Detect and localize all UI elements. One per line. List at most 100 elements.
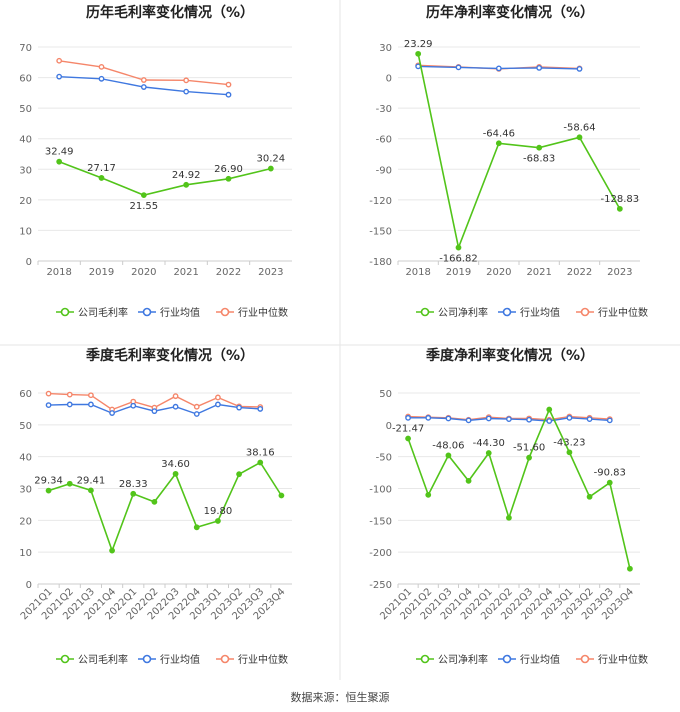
legend-label: 公司净利率 <box>438 306 488 319</box>
legend-item-company[interactable]: 公司净利率 <box>416 306 488 319</box>
data-point-company[interactable] <box>193 524 200 531</box>
data-point-industry-avg[interactable] <box>485 415 492 422</box>
legend-item-industry-median[interactable]: 行业中位数 <box>216 306 288 319</box>
data-point-industry-avg[interactable] <box>140 84 147 90</box>
data-point-company[interactable] <box>616 205 623 212</box>
data-label: 30.24 <box>257 154 286 165</box>
data-point-company[interactable] <box>172 470 179 477</box>
data-point-industry-avg[interactable] <box>526 416 532 423</box>
data-point-industry-avg[interactable] <box>586 416 593 423</box>
data-point-company[interactable] <box>526 454 532 461</box>
data-point-industry-median[interactable] <box>45 390 52 397</box>
data-point-company[interactable] <box>415 50 422 57</box>
data-point-company[interactable] <box>98 175 105 181</box>
legend-item-industry-median[interactable]: 行业中位数 <box>576 653 648 666</box>
data-point-industry-avg[interactable] <box>465 417 472 424</box>
data-point-industry-median[interactable] <box>225 81 232 88</box>
data-point-company[interactable] <box>576 134 583 141</box>
data-point-industry-median[interactable] <box>183 77 190 84</box>
data-point-industry-avg[interactable] <box>193 411 200 417</box>
legend-item-industry-avg[interactable]: 行业均值 <box>498 306 560 319</box>
data-point-company[interactable] <box>88 487 94 494</box>
data-point-company[interactable] <box>455 244 462 251</box>
data-point-company[interactable] <box>236 471 242 478</box>
data-point-company[interactable] <box>445 452 452 459</box>
data-point-company[interactable] <box>495 140 502 147</box>
data-label: 19.80 <box>204 506 233 517</box>
data-point-company[interactable] <box>140 192 147 199</box>
data-point-industry-median[interactable] <box>66 391 73 398</box>
data-point-industry-avg[interactable] <box>606 417 613 424</box>
data-point-industry-avg[interactable] <box>130 402 137 409</box>
data-point-company[interactable] <box>566 449 573 456</box>
legend-label: 公司毛利率 <box>78 653 128 666</box>
data-point-industry-avg[interactable] <box>88 401 94 408</box>
data-point-industry-avg[interactable] <box>566 414 573 421</box>
legend-item-industry-avg[interactable]: 行业均值 <box>498 653 560 666</box>
data-point-industry-median[interactable] <box>88 392 94 399</box>
data-point-industry-avg[interactable] <box>405 414 411 421</box>
data-point-industry-median[interactable] <box>215 394 221 401</box>
data-point-industry-avg[interactable] <box>546 418 553 424</box>
data-point-company[interactable] <box>506 514 512 521</box>
data-point-company[interactable] <box>151 498 158 505</box>
data-point-industry-avg[interactable] <box>506 416 512 423</box>
data-point-industry-avg[interactable] <box>536 64 543 71</box>
data-point-company[interactable] <box>606 479 613 486</box>
data-point-industry-median[interactable] <box>172 393 179 400</box>
data-point-company[interactable] <box>225 175 232 182</box>
data-point-industry-avg[interactable] <box>172 403 179 410</box>
data-point-industry-avg[interactable] <box>215 401 221 408</box>
legend-item-industry-avg[interactable]: 行业均值 <box>138 653 200 666</box>
legend-item-industry-median[interactable]: 行业中位数 <box>576 306 648 319</box>
data-point-industry-median[interactable] <box>98 63 105 70</box>
data-point-industry-avg[interactable] <box>236 404 242 411</box>
data-point-industry-avg[interactable] <box>183 88 190 95</box>
legend-item-industry-median[interactable]: 行业中位数 <box>216 653 288 666</box>
data-point-industry-avg[interactable] <box>56 73 63 80</box>
data-point-company[interactable] <box>267 165 274 172</box>
data-point-company[interactable] <box>465 477 472 484</box>
data-point-company[interactable] <box>183 181 190 188</box>
data-point-industry-avg[interactable] <box>66 401 73 408</box>
data-point-industry-median[interactable] <box>140 77 147 83</box>
data-point-company[interactable] <box>485 450 492 456</box>
data-point-industry-avg[interactable] <box>495 65 502 72</box>
data-point-industry-avg[interactable] <box>225 91 232 98</box>
data-point-industry-avg[interactable] <box>576 66 583 72</box>
legend-item-industry-avg[interactable]: 行业均值 <box>138 306 200 319</box>
legend-marker-icon <box>220 654 230 664</box>
data-point-industry-avg[interactable] <box>45 402 52 408</box>
x-tick-label: 2018 <box>405 267 430 278</box>
data-point-company[interactable] <box>215 518 221 524</box>
data-point-company[interactable] <box>130 490 137 497</box>
data-point-industry-avg[interactable] <box>109 410 115 416</box>
data-point-industry-avg[interactable] <box>257 406 264 412</box>
legend-item-company[interactable]: 公司净利率 <box>416 653 488 666</box>
data-point-company[interactable] <box>45 487 52 494</box>
data-point-company[interactable] <box>546 406 553 413</box>
data-point-company[interactable] <box>627 565 633 572</box>
y-tick-label: 50 <box>379 389 392 400</box>
legend-item-company[interactable]: 公司毛利率 <box>56 653 128 666</box>
legend-label: 公司毛利率 <box>78 306 128 319</box>
data-point-company[interactable] <box>257 459 264 466</box>
data-point-company[interactable] <box>109 547 115 554</box>
data-point-industry-avg[interactable] <box>151 408 158 415</box>
chart-title: 季度毛利率变化情况（%） <box>85 347 254 364</box>
data-point-company[interactable] <box>278 492 285 499</box>
y-tick-label: -30 <box>376 104 392 115</box>
data-point-company[interactable] <box>56 158 63 165</box>
legend-item-company[interactable]: 公司毛利率 <box>56 306 128 319</box>
data-point-industry-median[interactable] <box>56 57 63 64</box>
data-point-company[interactable] <box>405 435 411 442</box>
data-point-industry-avg[interactable] <box>425 414 432 421</box>
data-point-company[interactable] <box>66 480 73 487</box>
data-point-industry-avg[interactable] <box>445 415 452 422</box>
data-point-company[interactable] <box>425 491 432 498</box>
data-point-company[interactable] <box>586 493 593 500</box>
data-point-industry-median[interactable] <box>193 403 200 410</box>
data-point-company[interactable] <box>536 144 543 151</box>
data-point-industry-avg[interactable] <box>455 64 462 71</box>
data-point-industry-avg[interactable] <box>98 75 105 82</box>
